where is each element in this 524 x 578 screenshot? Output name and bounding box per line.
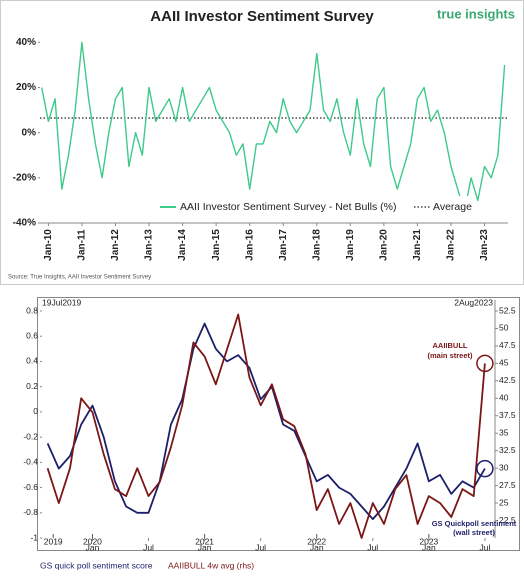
x-tick-label: Jan-12 xyxy=(110,229,121,261)
legend-label: GS quick poll sentiment score xyxy=(40,560,153,570)
x-tick-label: Jan xyxy=(422,542,436,552)
y-tick-label: -1 xyxy=(30,532,38,542)
x-tick-label: Jan xyxy=(86,542,100,552)
y2-tick-label: 52.5 xyxy=(499,305,516,315)
x-tick-label: Jul xyxy=(479,542,490,552)
y-tick-label: -0.2 xyxy=(23,431,38,441)
x-tick-label: Jan-14 xyxy=(177,229,188,261)
y2-tick-label: 50 xyxy=(499,323,509,333)
start-label: 19Jul2019 xyxy=(42,297,82,307)
x-tick-label: Jan-15 xyxy=(211,229,222,261)
y-tick-label: 0 xyxy=(33,406,38,416)
x-tick-label: Jan-21 xyxy=(412,229,423,261)
x-tick-label: Jul xyxy=(367,542,378,552)
annotation: AAIIBULL xyxy=(433,341,468,350)
y2-tick-label: 45 xyxy=(499,358,509,368)
y-tick-label: 0% xyxy=(22,127,37,138)
series-line xyxy=(46,313,486,539)
source: Source: True Insights, AAII Investor Sen… xyxy=(8,275,151,281)
annotation: (wall street) xyxy=(453,528,495,537)
y2-tick-label: 47.5 xyxy=(499,340,516,350)
x-tick-label: Jan xyxy=(198,542,212,552)
x-tick-label: Jan-17 xyxy=(278,229,289,261)
y-tick-label: -40% xyxy=(13,218,36,229)
y-tick-label: 0.4 xyxy=(26,356,38,366)
year-label: 2021 xyxy=(195,536,214,546)
y2-tick-label: 22.5 xyxy=(499,515,516,525)
highlight-circle xyxy=(476,354,494,373)
logo: true insights xyxy=(437,6,515,21)
x-tick-label: Jan-16 xyxy=(244,229,255,261)
year-label: 2020 xyxy=(83,536,102,546)
year-label: 2019 xyxy=(44,536,63,546)
y2-tick-label: 25 xyxy=(499,497,509,507)
legend-box xyxy=(155,196,475,218)
y-tick-label: 0.8 xyxy=(26,305,38,315)
y2-tick-label: 32.5 xyxy=(499,445,516,455)
y2-tick-label: 40 xyxy=(499,393,509,403)
x-tick-label: Jul xyxy=(255,542,266,552)
y-tick-label: 0.6 xyxy=(26,330,38,340)
x-tick-label: Jan-11 xyxy=(77,229,88,261)
x-tick-label: Jan-22 xyxy=(446,229,457,261)
y-tick-label: -20% xyxy=(13,172,36,183)
y2-tick-label: 27.5 xyxy=(499,480,516,490)
legend-label: AAIIBULL 4w avg (rhs) xyxy=(168,560,254,570)
top-panel xyxy=(0,0,524,285)
legend-label: AAII Investor Sentiment Survey - Net Bul… xyxy=(180,201,397,213)
y-tick-label: 0.2 xyxy=(26,381,38,391)
annotation: (main street) xyxy=(427,351,473,360)
y2-tick-label: 42.5 xyxy=(499,375,516,385)
annotation: GS Quickpoll sentiment xyxy=(432,519,517,528)
x-tick-label: Jan-19 xyxy=(345,229,356,261)
x-tick-label: Jul xyxy=(143,542,154,552)
chart-title: AAII Investor Sentiment Survey xyxy=(150,8,374,25)
year-label: 2023 xyxy=(419,536,438,546)
legend-label: Average xyxy=(433,201,472,213)
x-tick-label: Jan-18 xyxy=(311,229,322,261)
x-tick-label: Jan xyxy=(310,542,324,552)
end-label: 2Aug2023 xyxy=(454,297,493,307)
y2-tick-label: 30 xyxy=(499,462,509,472)
x-tick-label: Jan-23 xyxy=(479,229,490,261)
y-tick-label: -0.8 xyxy=(23,507,38,517)
y-tick-label: -0.4 xyxy=(23,457,38,467)
series-line xyxy=(41,41,506,213)
y2-tick-label: 37.5 xyxy=(499,410,516,420)
y-tick-label: -0.6 xyxy=(23,482,38,492)
y-tick-label: 40% xyxy=(16,37,36,48)
x-tick-label: Jan-13 xyxy=(144,229,155,261)
year-label: 2022 xyxy=(307,536,326,546)
y2-tick-label: 35 xyxy=(499,427,509,437)
highlight-circle xyxy=(476,459,494,478)
x-tick-label: Jan-10 xyxy=(43,229,54,261)
x-tick-label: Jan-20 xyxy=(379,229,390,261)
bottom-panel xyxy=(37,297,520,551)
y-tick-label: 20% xyxy=(16,82,36,93)
